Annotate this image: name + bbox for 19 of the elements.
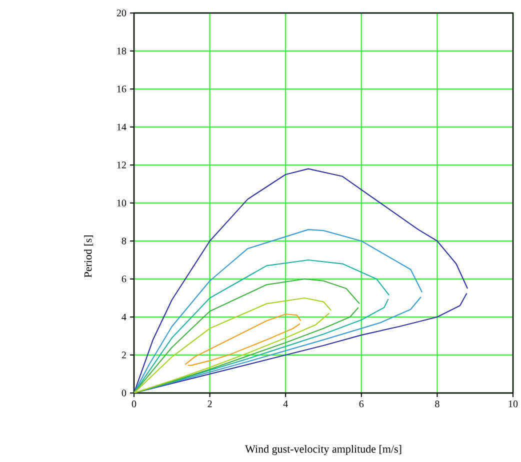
y-tick-label: 16 bbox=[117, 86, 126, 92]
y-tick-label: 2 bbox=[122, 352, 126, 358]
y-tick-label: 8 bbox=[122, 238, 126, 244]
y-tick-label: 4 bbox=[122, 314, 126, 320]
x-axis-title: Wind gust-velocity amplitude [m/s] bbox=[245, 444, 402, 455]
y-tick-label: 0 bbox=[122, 390, 126, 396]
x-tick-label: 6 bbox=[359, 400, 364, 408]
y-tick-label: 18 bbox=[117, 48, 126, 54]
y-tick-label: 12 bbox=[117, 162, 126, 168]
y-axis-title: Period [s] bbox=[84, 235, 94, 278]
y-tick-label: 20 bbox=[116, 10, 126, 16]
y-tick-label: 6 bbox=[122, 276, 126, 282]
x-tick-label: 10 bbox=[508, 400, 518, 408]
y-tick-label: 10 bbox=[117, 200, 126, 206]
x-tick-label: 4 bbox=[283, 400, 288, 408]
x-tick-label: 0 bbox=[132, 400, 136, 408]
x-tick-label: 2 bbox=[208, 400, 212, 408]
y-tick-label: 14 bbox=[117, 124, 126, 130]
x-tick-label: 8 bbox=[435, 400, 440, 408]
